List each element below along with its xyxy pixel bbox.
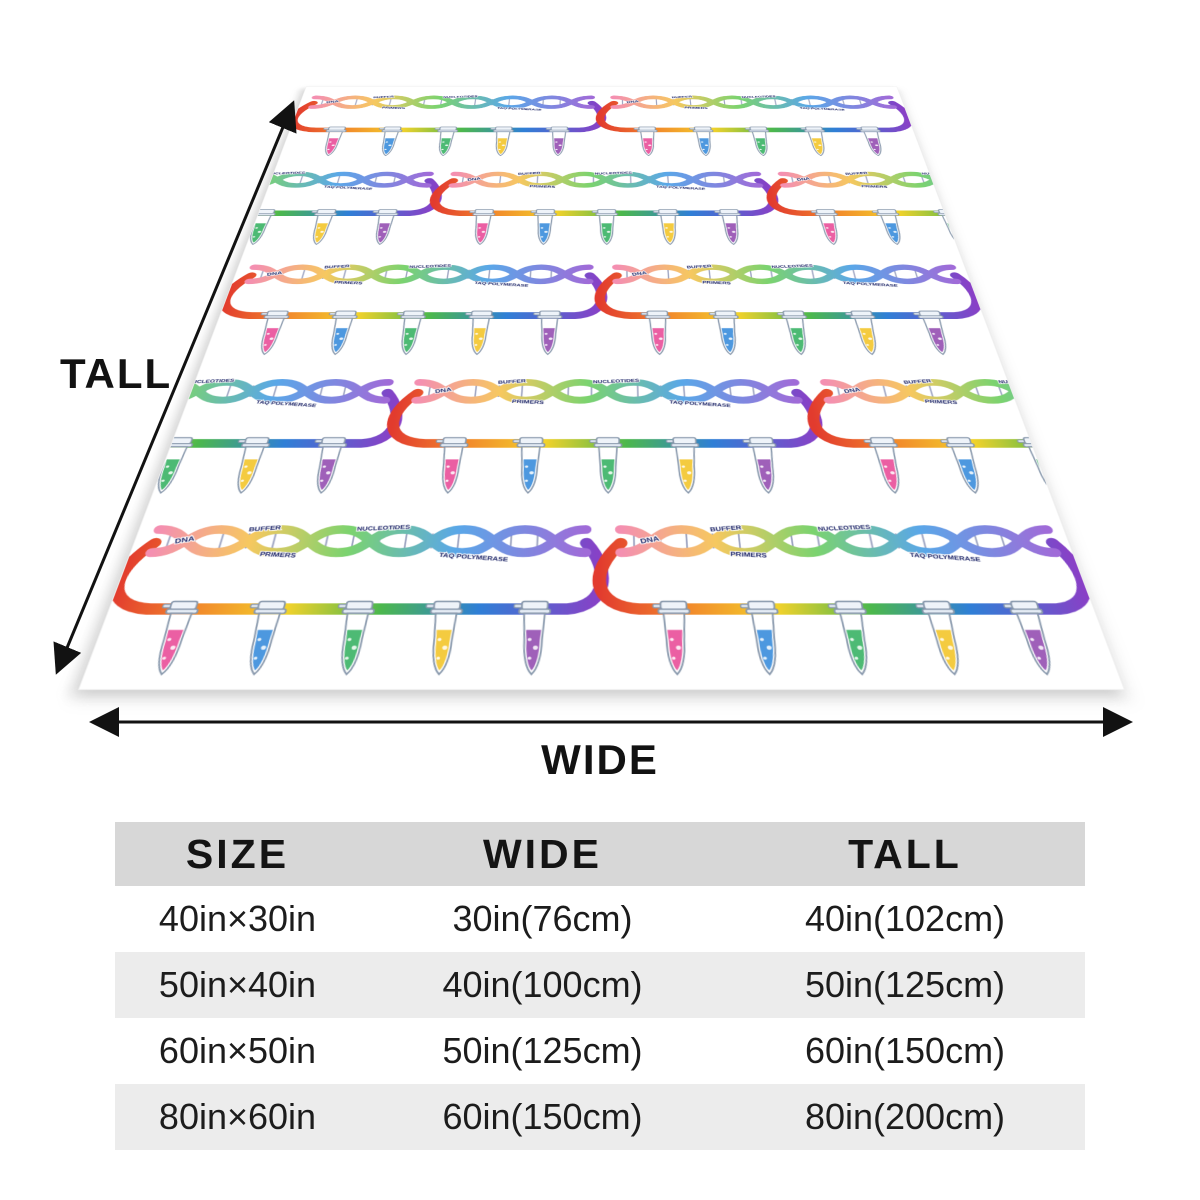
size-cell: 50in(125cm) (725, 952, 1085, 1018)
size-cell: 40in×30in (115, 886, 360, 952)
size-table: SIZE WIDE TALL 40in×30in 30in(76cm) 40in… (115, 822, 1085, 1150)
pattern-row (244, 161, 958, 251)
size-table-header-tall: TALL (725, 822, 1085, 886)
size-cell: 40in(102cm) (725, 886, 1085, 952)
size-cell: 60in(150cm) (725, 1018, 1085, 1084)
size-cell: 50in×40in (115, 952, 360, 1018)
pattern-row (79, 504, 1123, 689)
size-cell: 40in(100cm) (360, 952, 725, 1018)
pattern-row (149, 363, 1054, 504)
pattern-row (278, 87, 924, 162)
size-table-header-size: SIZE (115, 822, 360, 886)
size-table-header-wide: WIDE (360, 822, 725, 886)
blanket-surface (78, 86, 1125, 690)
pattern-row (202, 252, 1001, 363)
size-cell: 30in(76cm) (360, 886, 725, 952)
size-cell: 60in(150cm) (360, 1084, 725, 1150)
blanket-mockup (78, 86, 1125, 690)
size-cell: 50in(125cm) (360, 1018, 725, 1084)
size-cell: 80in×60in (115, 1084, 360, 1150)
product-mockup-scene: TALL WIDE (53, 86, 1133, 783)
size-cell: 60in×50in (115, 1018, 360, 1084)
size-cell: 80in(200cm) (725, 1084, 1085, 1150)
wide-label: WIDE (541, 736, 659, 783)
tall-label: TALL (60, 350, 173, 397)
